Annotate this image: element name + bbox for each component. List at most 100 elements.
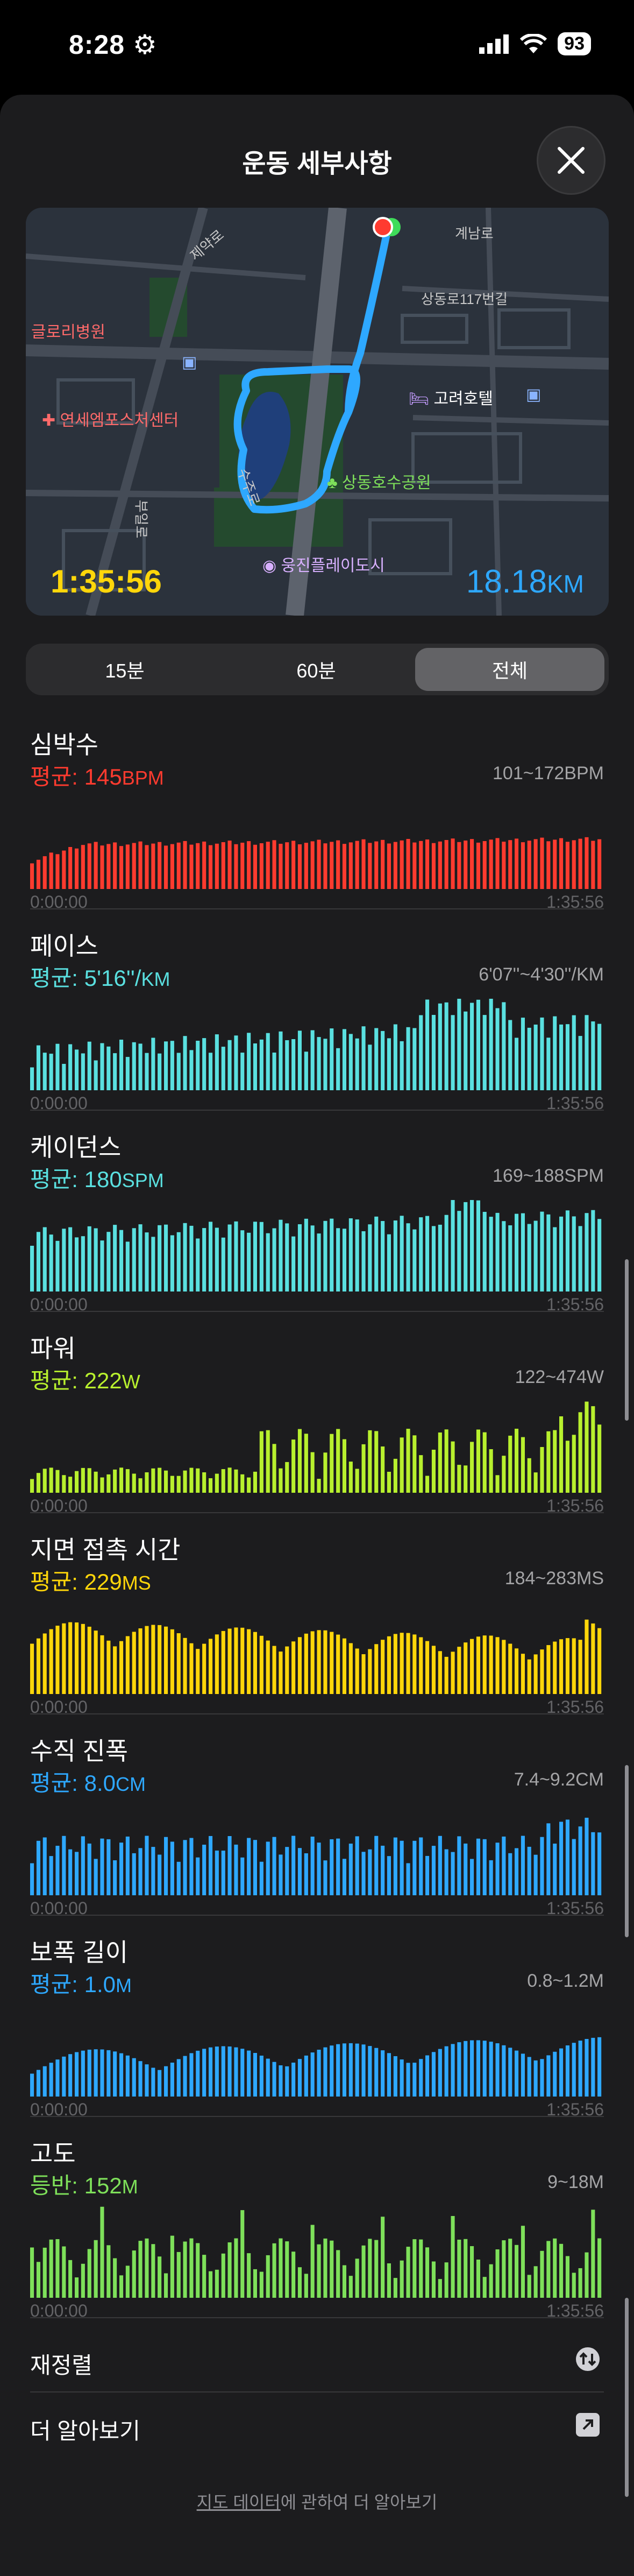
chart-bar [572,2272,576,2298]
metric-bar-chart [30,2037,602,2097]
chart-bar [457,1647,461,1694]
chart-bar [272,1444,276,1493]
chart-bar [406,1027,410,1090]
metric-section[interactable]: 페이스 평균: 5'16''/KM 6'07''~4'30''/KM 0:00:00 1… [0,909,634,1113]
chart-bar [425,1641,430,1694]
reorder-row[interactable]: 재정렬 [0,2327,634,2391]
chart-bar [145,1836,149,1895]
chart-bar [151,2067,155,2097]
chart-bar [30,1863,34,1895]
chart-bar [361,1026,366,1090]
chart-bar [202,2049,206,2097]
chart-bar [406,2247,410,2298]
chart-bar [374,841,379,889]
metric-section[interactable]: 심박수 평균: 145BPM 101~172BPM 0:00:00 1:35:56 [0,708,634,912]
chart-bar [49,2239,53,2298]
chart-bar [470,1003,474,1090]
chart-bar [42,856,47,889]
chart-bar [381,1221,385,1291]
chart-bar [330,2045,334,2097]
chart-bar [374,1216,379,1291]
chart-bar [431,2261,436,2298]
chart-bar [451,1015,455,1090]
chart-bar [138,1628,143,1694]
segment-15min[interactable]: 15분 [105,660,145,682]
chart-bar [227,841,232,889]
chart-bar [75,1622,79,1694]
metric-section[interactable]: 보폭 길이 평균: 1.0M 0.8~1.2M 0:00:00 1:35:56 [0,1916,634,2119]
chart-bar [215,1850,219,1895]
chart-bar [62,2056,66,2097]
chart-bar [189,1225,194,1291]
chart-bar [546,1431,551,1493]
chart-bar [234,1221,238,1291]
chart-bar [521,1836,525,1895]
chart-bar [209,1478,213,1493]
chart-bar [75,1049,79,1090]
chart-bar [145,2238,149,2298]
chart-bar [348,2276,353,2298]
chart-bar [49,1234,53,1291]
chart-bar [533,2060,538,2097]
close-button[interactable] [537,126,605,195]
chart-bar [240,843,245,889]
chart-bar [400,1216,404,1291]
chart-bar [145,2064,149,2097]
chart-bar [125,844,130,889]
chart-bar [310,1225,315,1291]
chart-bar [62,1064,66,1090]
chart-bar [527,1659,531,1694]
chart-bar [374,2240,379,2298]
chart-bar [196,2050,200,2097]
learn-more-row[interactable]: 더 알아보기 [0,2392,634,2457]
chart-bar [55,854,60,889]
metric-section[interactable]: 지면 접촉 시간 평균: 229MS 184~283MS 0:00:00 1:35:56 [0,1513,634,1717]
chart-bar [87,843,91,889]
segment-all[interactable]: 전체 [415,648,604,691]
segment-60min[interactable]: 60분 [296,660,336,682]
chart-bar [368,2239,372,2298]
chart-bar [234,2238,238,2298]
chart-bar [183,1638,187,1694]
chart-bar [81,845,85,889]
metric-average: 평균: 222W [30,1368,140,1393]
chart-bar [68,1227,73,1291]
chart-bar [502,842,506,889]
chart-bar [546,841,551,889]
chart-bar [285,1223,289,1291]
chart-bar [42,2247,47,2298]
chart-bar [476,1838,480,1895]
chart-bar [400,1041,404,1090]
metric-section[interactable]: 수직 진폭 평균: 8.0CM 7.4~9.2CM 0:00:00 1:35:56 [0,1714,634,1918]
map-data-link[interactable]: 지도 데이터 [196,2493,281,2512]
metric-section[interactable]: 고도 등반: 152M 9~18M 0:00:00 1:35:56 [0,2117,634,2320]
chart-bar [546,1645,551,1694]
chart-bar [521,2226,525,2298]
scrollbar-thumb[interactable] [625,2298,629,2497]
chart-bar [42,1469,47,1493]
metric-section[interactable]: 케이던스 평균: 180SPM 169~188SPM 0:00:00 1:35:56 [0,1111,634,1314]
chart-bar [406,1863,410,1895]
chart-bar [393,2056,397,2097]
chart-bar [438,841,442,889]
chart-bar [515,838,519,889]
chart-bar [457,2240,461,2298]
divider [30,2391,604,2392]
chart-bar [476,2040,480,2097]
scrollbar-thumb[interactable] [625,1765,629,1937]
scrollbar-thumb[interactable] [625,1259,629,1421]
chart-bar [297,844,302,889]
chart-bar [49,852,53,889]
chart-bar [489,999,493,1090]
chart-bar [266,1033,270,1090]
chart-bar [227,2242,232,2298]
chart-bar [597,1832,602,1895]
metric-section[interactable]: 파워 평균: 222W 122~474W 0:00:00 1:35:56 [0,1312,634,1515]
route-map[interactable]: 계남로 상동로117번길 제약로 글로리병원 ▣ ✚ 연세엠포스처센터 🛏 고려… [26,208,609,616]
chart-bar [221,1237,225,1291]
chart-bar [489,2042,493,2097]
chart-bar [234,2047,238,2097]
chart-bar [591,1210,595,1291]
chart-bar [209,1639,213,1694]
chart-bar [533,839,538,889]
